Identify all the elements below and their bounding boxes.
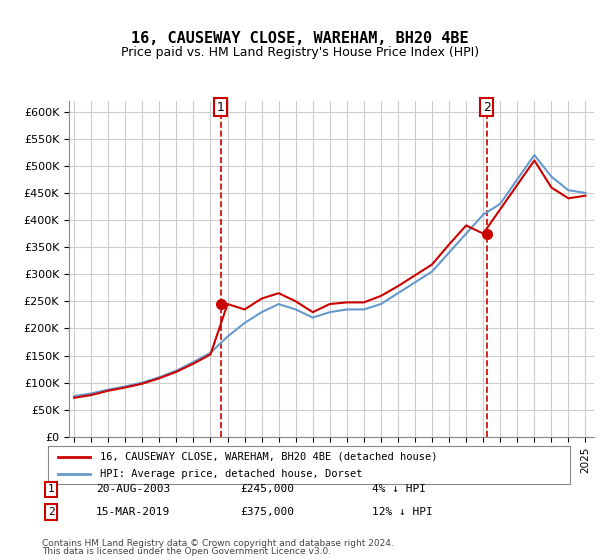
Text: 1: 1 [47,484,55,494]
Text: 2: 2 [482,101,491,114]
Text: £245,000: £245,000 [240,484,294,494]
Text: 16, CAUSEWAY CLOSE, WAREHAM, BH20 4BE (detached house): 16, CAUSEWAY CLOSE, WAREHAM, BH20 4BE (d… [100,452,438,462]
Text: This data is licensed under the Open Government Licence v3.0.: This data is licensed under the Open Gov… [42,547,331,556]
Text: 4% ↓ HPI: 4% ↓ HPI [372,484,426,494]
Text: 2: 2 [47,507,55,517]
Text: 12% ↓ HPI: 12% ↓ HPI [372,507,433,517]
Text: 1: 1 [217,101,224,114]
Text: Price paid vs. HM Land Registry's House Price Index (HPI): Price paid vs. HM Land Registry's House … [121,46,479,59]
Text: 15-MAR-2019: 15-MAR-2019 [96,507,170,517]
Text: Contains HM Land Registry data © Crown copyright and database right 2024.: Contains HM Land Registry data © Crown c… [42,539,394,548]
Text: HPI: Average price, detached house, Dorset: HPI: Average price, detached house, Dors… [100,469,362,479]
Text: 16, CAUSEWAY CLOSE, WAREHAM, BH20 4BE: 16, CAUSEWAY CLOSE, WAREHAM, BH20 4BE [131,31,469,46]
Text: 20-AUG-2003: 20-AUG-2003 [96,484,170,494]
Text: £375,000: £375,000 [240,507,294,517]
